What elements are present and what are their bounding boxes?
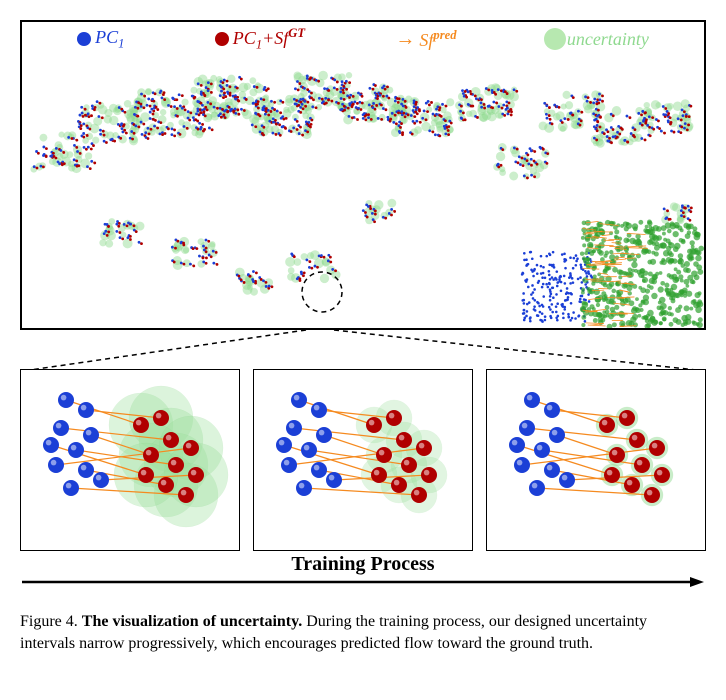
sub-panel-early [20, 369, 240, 551]
training-arrow [20, 576, 706, 596]
legend-sfpred: → Sfpred [395, 28, 456, 51]
legend-uncertainty: uncertainty [547, 29, 649, 50]
legend-pc1-sfgt: PC1+SfGT [215, 26, 305, 53]
dot-icon [215, 32, 229, 46]
sub-svg-0 [21, 370, 239, 550]
sub-panel-late [486, 369, 706, 551]
legend-pc1-label: PC1 [95, 27, 124, 52]
main-visualization-panel: PC1 PC1+SfGT → Sfpred uncertainty [20, 20, 706, 330]
figure-caption: Figure 4. The visualization of uncertain… [20, 611, 706, 654]
caption-title: The visualization of uncertainty. [82, 613, 302, 630]
dot-icon [77, 32, 91, 46]
figure-container: PC1 PC1+SfGT → Sfpred uncertainty Traini… [20, 20, 706, 654]
main-scatter-svg [22, 22, 704, 328]
legend-sfpred-label: Sfpred [419, 28, 456, 51]
arrow-icon: → [395, 29, 415, 49]
legend-pc1sf-label: PC1+SfGT [233, 26, 305, 53]
sub-svg-2 [487, 370, 705, 550]
training-process-label: Training Process [20, 553, 706, 576]
sub-panels-row [20, 369, 706, 551]
zoom-callout-lines [20, 330, 706, 370]
legend-uncertainty-label: uncertainty [567, 29, 649, 50]
legend-pc1: PC1 [77, 27, 124, 52]
caption-fignum: Figure 4. [20, 613, 78, 630]
sub-panel-mid [253, 369, 473, 551]
halo-icon [547, 31, 563, 47]
legend: PC1 PC1+SfGT → Sfpred uncertainty [22, 22, 704, 57]
sub-svg-1 [254, 370, 472, 550]
